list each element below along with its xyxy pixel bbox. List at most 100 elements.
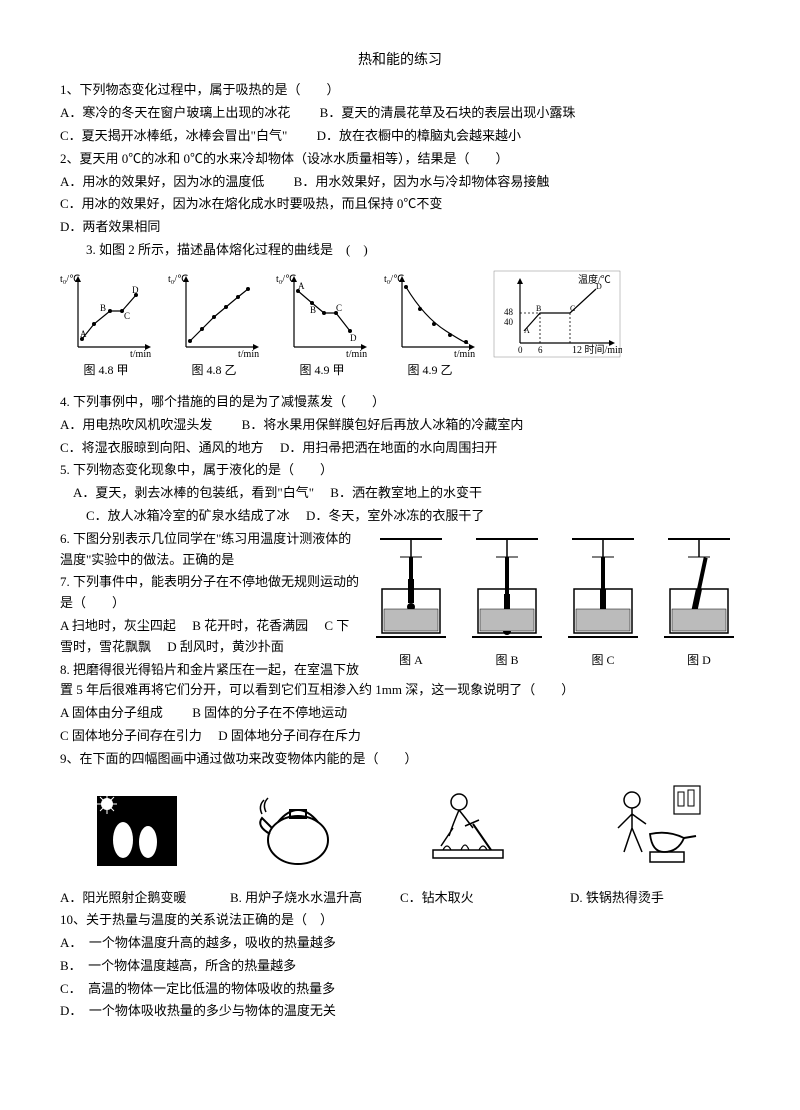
pic-penguins-icon bbox=[93, 790, 183, 870]
svg-text:40: 40 bbox=[504, 317, 514, 327]
q4-opts-cd: C．将湿衣服晾到向阳、通风的地方 D．用扫帚把洒在地面的水向周围扫开 bbox=[60, 438, 740, 459]
svg-text:B: B bbox=[100, 303, 106, 313]
svg-text:B: B bbox=[310, 305, 316, 315]
q7-a: A 扫地时，灰尘四起 bbox=[60, 618, 176, 633]
q8-opts-cd: C 固体地分子间存在引力 D 固体地分子间存在斥力 bbox=[60, 726, 740, 747]
thermo-caption-c: 图 C bbox=[591, 651, 614, 670]
graph-item-2: t₀/℃ t/min 图 4.8 乙 bbox=[168, 269, 260, 380]
svg-text:t₀/℃: t₀/℃ bbox=[276, 274, 296, 285]
q2-b: B．用水效果好，因为水与冷却物体容易接触 bbox=[294, 174, 550, 189]
q3-stem: 3. 如图 2 所示，描述晶体熔化过程的曲线是 ( ) bbox=[60, 240, 740, 261]
q5-c: C．放人冰箱冷室的矿泉水结成了冰 bbox=[86, 508, 290, 523]
q7-b: B 花开时，花香满园 bbox=[192, 618, 308, 633]
q2-c: C．用冰的效果好，因为冰在熔化成水时要吸热，而且保持 0℃不变 bbox=[60, 194, 740, 215]
pic-kettle-icon bbox=[248, 780, 348, 870]
graph-4-icon: t₀/℃ t/min bbox=[384, 269, 476, 359]
q9-a: A．阳光照射企鹅变暖 bbox=[60, 888, 230, 909]
svg-text:D: D bbox=[132, 285, 139, 295]
thermo-caption-a: 图 A bbox=[399, 651, 423, 670]
thermo-b: 图 B bbox=[466, 529, 548, 670]
q10-a: A． 一个物体温度升高的越多，吸收的热量越多 bbox=[60, 933, 740, 954]
q4-b: B．将水果用保鲜膜包好后再放人冰箱的冷藏室内 bbox=[242, 417, 524, 432]
svg-text:t/min: t/min bbox=[346, 349, 367, 359]
q1-d: D．放在衣橱中的樟脑丸会越来越小 bbox=[317, 128, 521, 143]
thermo-d: 图 D bbox=[658, 529, 740, 670]
thermo-d-icon bbox=[658, 529, 740, 649]
thermo-a-icon bbox=[370, 529, 452, 649]
q10-d: D． 一个物体吸收热量的多少与物体的温度无关 bbox=[60, 1001, 740, 1022]
svg-text:C: C bbox=[336, 303, 342, 313]
q5-b: B．洒在教室地上的水变干 bbox=[330, 485, 482, 500]
q1-opts-cd: C．夏天揭开冰棒纸，冰棒会冒出"白气" D．放在衣橱中的樟脑丸会越来越小 bbox=[60, 126, 740, 147]
thermo-c-icon bbox=[562, 529, 644, 649]
q4-a: A．用电热吹风机吹湿头发 bbox=[60, 417, 212, 432]
graph-item-4: t₀/℃ t/min 图 4.9 乙 bbox=[384, 269, 476, 380]
q8-opts-ab: A 固体由分子组成 B 固体的分子在不停地运动 bbox=[60, 703, 740, 724]
svg-text:D: D bbox=[350, 333, 357, 343]
thermo-figure: 图 A 图 B bbox=[370, 529, 740, 670]
graph-caption-2: 图 4.8 乙 bbox=[191, 361, 236, 380]
q8-b: B 固体的分子在不停地运动 bbox=[192, 705, 347, 720]
q8-a: A 固体由分子组成 bbox=[60, 705, 163, 720]
q7-d: D 刮风时，黄沙扑面 bbox=[167, 639, 284, 654]
q5-d: D．冬天，室外冰冻的衣服干了 bbox=[306, 508, 484, 523]
svg-text:48: 48 bbox=[504, 307, 514, 317]
q2-d: D．两者效果相同 bbox=[60, 217, 740, 238]
svg-text:C: C bbox=[570, 304, 575, 313]
pic-row bbox=[60, 780, 740, 870]
thermo-a: 图 A bbox=[370, 529, 452, 670]
q10-c: C． 高温的物体一定比低温的物体吸收的热量多 bbox=[60, 979, 740, 1000]
graph-caption-4: 图 4.9 乙 bbox=[407, 361, 452, 380]
q8-c: C 固体地分子间存在引力 bbox=[60, 728, 202, 743]
graph1-xlabel: t/min bbox=[130, 349, 151, 359]
graph-item-3: t₀/℃ t/min A B C D 图 4.9 甲 bbox=[276, 269, 368, 380]
q8-d: D 固体地分子间存在斥力 bbox=[218, 728, 361, 743]
svg-text:0: 0 bbox=[518, 345, 523, 355]
svg-text:6: 6 bbox=[538, 345, 543, 355]
q10-stem: 10、关于热量与温度的关系说法正确的是（ ） bbox=[60, 910, 740, 931]
q9-c: C．钻木取火 bbox=[400, 888, 570, 909]
thermo-b-icon bbox=[466, 529, 548, 649]
svg-text:D: D bbox=[596, 282, 602, 291]
svg-text:t₀/℃: t₀/℃ bbox=[384, 274, 404, 285]
page-title: 热和能的练习 bbox=[60, 50, 740, 72]
graph-5-icon: 温度/℃ 12 时间/min 48 40 0 6 A B C D bbox=[492, 269, 622, 359]
graph-2-icon: t₀/℃ t/min bbox=[168, 269, 260, 359]
q1-c: C．夏天揭开冰棒纸，冰棒会冒出"白气" bbox=[60, 128, 287, 143]
q9-stem: 9、在下面的四幅图画中通过做功来改变物体内能的是（ ） bbox=[60, 749, 740, 770]
thermo-c: 图 C bbox=[562, 529, 644, 670]
q5-opts-cd: C．放人冰箱冷室的矿泉水结成了冰 D．冬天，室外冰冻的衣服干了 bbox=[60, 506, 740, 527]
q1-a: A．寒冷的冬天在窗户玻璃上出现的冰花 bbox=[60, 105, 290, 120]
graph-caption-3: 图 4.9 甲 bbox=[299, 361, 344, 380]
q9-opts: A．阳光照射企鹅变暖 B. 用炉子烧水水温升高 C．钻木取火 D. 铁锅热得烫手 bbox=[60, 888, 740, 909]
graph-caption-1: 图 4.8 甲 bbox=[83, 361, 128, 380]
pic-wok-icon bbox=[588, 780, 708, 870]
svg-text:A: A bbox=[80, 329, 87, 339]
svg-text:B: B bbox=[536, 304, 541, 313]
svg-text:C: C bbox=[124, 311, 130, 321]
svg-text:A: A bbox=[524, 326, 530, 335]
q1-opts-ab: A．寒冷的冬天在窗户玻璃上出现的冰花 B．夏天的清晨花草及石块的表层出现小露珠 bbox=[60, 103, 740, 124]
q4-stem: 4. 下列事例中，哪个措施的目的是为了减慢蒸发（ ） bbox=[60, 392, 740, 413]
q5-a: A．夏天，剥去冰棒的包装纸，看到"白气" bbox=[73, 485, 314, 500]
svg-text:t₀/℃: t₀/℃ bbox=[168, 274, 188, 285]
svg-text:温度/℃: 温度/℃ bbox=[578, 273, 611, 286]
q5-opts-ab: A．夏天，剥去冰棒的包装纸，看到"白气" B．洒在教室地上的水变干 bbox=[60, 483, 740, 504]
graph-item-5: 温度/℃ 12 时间/min 48 40 0 6 A B C D bbox=[492, 269, 622, 380]
svg-text:A: A bbox=[298, 281, 305, 291]
q2-stem: 2、夏天用 0℃的冰和 0℃的水来冷却物体（设冰水质量相等），结果是（ ） bbox=[60, 149, 740, 170]
graph-item-1: t₀/℃ t/min A B C D 图 4.8 甲 bbox=[60, 269, 152, 380]
graph1-ylabel: t₀/℃ bbox=[60, 274, 80, 285]
svg-text:t/min: t/min bbox=[454, 349, 475, 359]
q4-c: C．将湿衣服晾到向阳、通风的地方 bbox=[60, 440, 264, 455]
q1-stem: 1、下列物态变化过程中，属于吸热的是（ ） bbox=[60, 80, 740, 101]
svg-text:12 时间/min: 12 时间/min bbox=[572, 343, 622, 356]
q2-a: A．用冰的效果好，因为冰的温度低 bbox=[60, 174, 264, 189]
graph-1-icon: t₀/℃ t/min A B C D bbox=[60, 269, 152, 359]
q2-opts-ab: A．用冰的效果好，因为冰的温度低 B．用水效果好，因为水与冷却物体容易接触 bbox=[60, 172, 740, 193]
graph-3-icon: t₀/℃ t/min A B C D bbox=[276, 269, 368, 359]
q4-d: D．用扫帚把洒在地面的水向周围扫开 bbox=[280, 440, 497, 455]
q5-stem: 5. 下列物态变化现象中，属于液化的是（ ） bbox=[60, 460, 740, 481]
q9-b: B. 用炉子烧水水温升高 bbox=[230, 888, 400, 909]
pic-drill-fire-icon bbox=[413, 780, 523, 870]
